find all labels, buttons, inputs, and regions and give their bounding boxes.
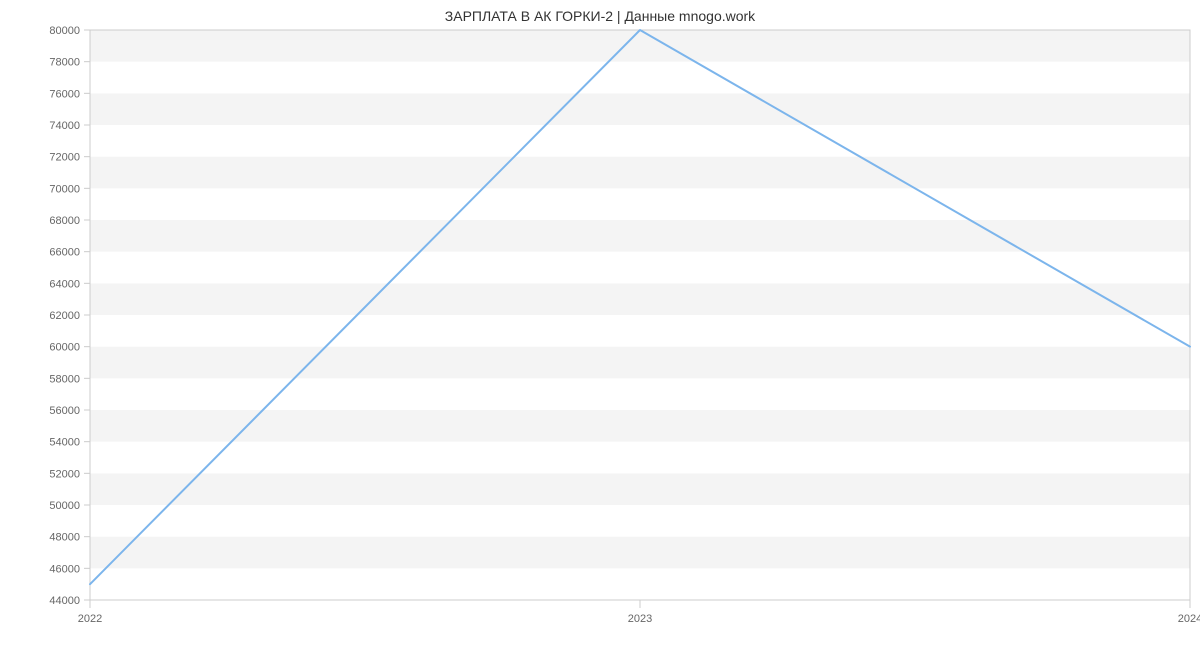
line-chart: 44000 46000 48000 50000 52000 54000 56000 58000…: [0, 0, 1200, 650]
y-tick-label: 76000: [49, 88, 80, 100]
y-tick-label: 46000: [49, 563, 80, 575]
x-tick-label: 2022: [78, 613, 102, 625]
y-tick-label: 48000: [49, 532, 80, 544]
y-tick-label: 70000: [49, 183, 80, 195]
y-tick-label: 60000: [49, 342, 80, 354]
y-tick-label: 58000: [49, 373, 80, 385]
y-tick-label: 62000: [49, 310, 80, 322]
y-tick-label: 50000: [49, 500, 80, 512]
y-tick-label: 52000: [49, 468, 80, 480]
y-tick-label: 74000: [49, 120, 80, 132]
y-tick-label: 80000: [49, 25, 80, 37]
y-tick-label: 78000: [49, 57, 80, 69]
y-tick-label: 54000: [49, 437, 80, 449]
y-tick-label: 66000: [49, 247, 80, 259]
chart-title: ЗАРПЛАТА В АК ГОРКИ-2 | Данные mnogo.wor…: [0, 8, 1200, 24]
chart-container: ЗАРПЛАТА В АК ГОРКИ-2 | Данные mnogo.wor…: [0, 0, 1200, 650]
y-tick-label: 72000: [49, 152, 80, 164]
y-tick-label: 56000: [49, 405, 80, 417]
x-tick-label: 2023: [628, 613, 652, 625]
y-tick-label: 68000: [49, 215, 80, 227]
y-tick-label: 44000: [49, 595, 80, 607]
y-tick-label: 64000: [49, 278, 80, 290]
x-tick-label: 2024: [1178, 613, 1200, 625]
